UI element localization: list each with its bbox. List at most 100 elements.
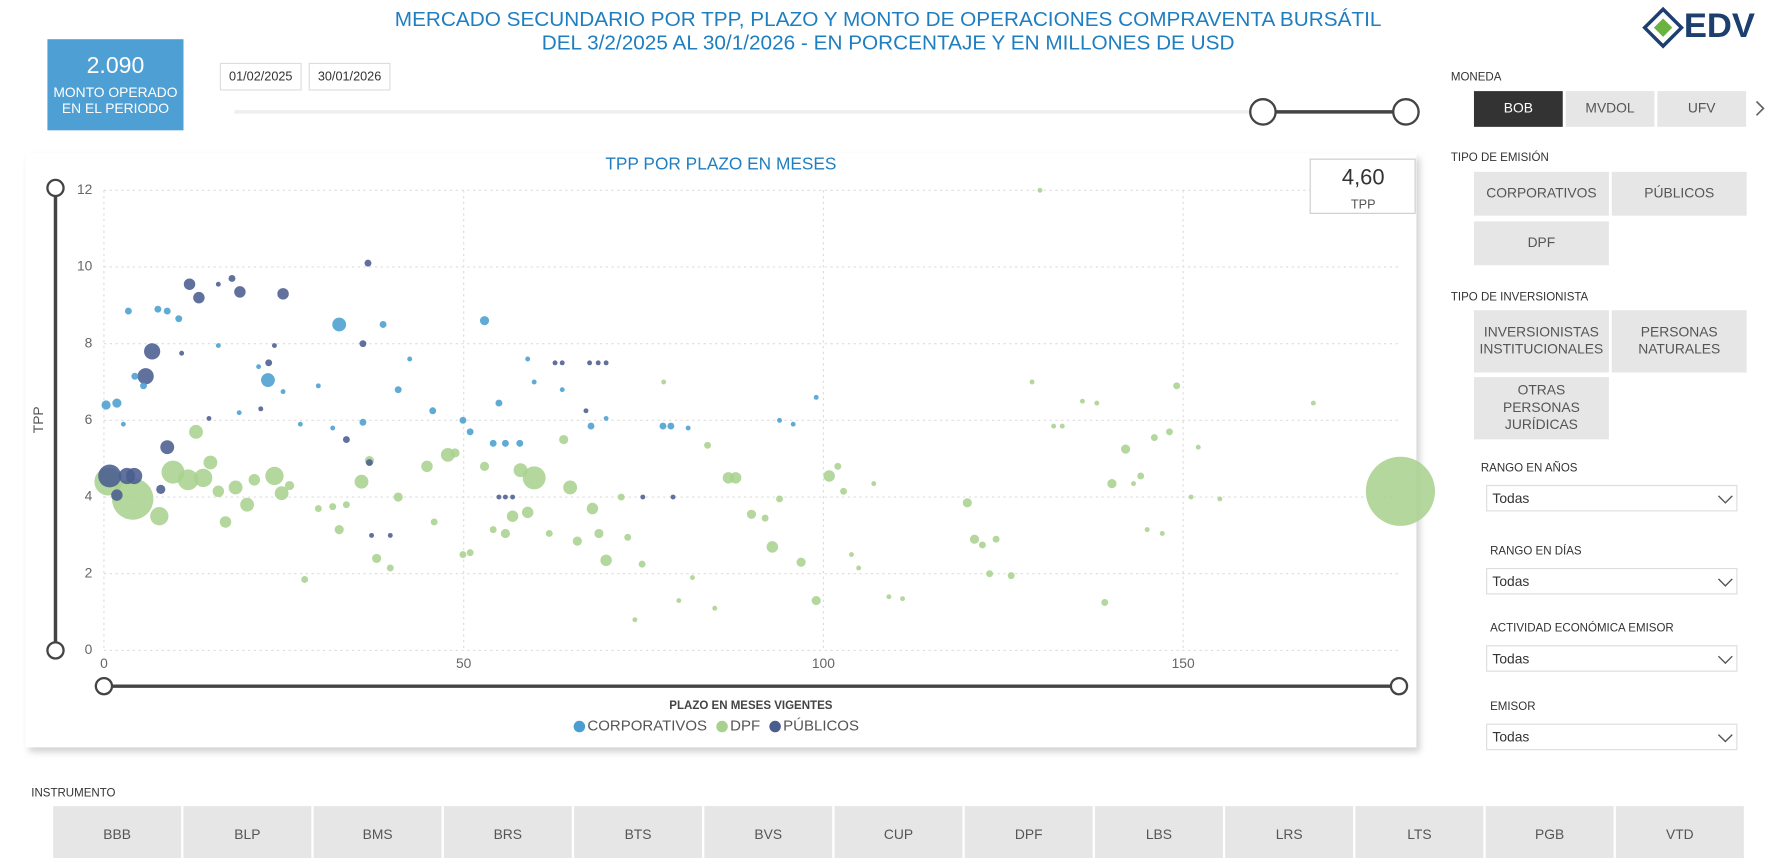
bubble[interactable] — [365, 459, 373, 466]
button-bg[interactable] — [964, 806, 1093, 858]
bubble[interactable] — [1195, 444, 1201, 450]
bubble[interactable] — [131, 372, 139, 380]
bubble[interactable] — [587, 360, 593, 366]
bubble[interactable] — [144, 343, 161, 360]
bubble[interactable] — [777, 417, 782, 423]
bubble[interactable] — [516, 439, 524, 447]
bubble[interactable] — [502, 494, 508, 500]
bubble[interactable] — [632, 617, 638, 623]
bubble[interactable] — [495, 399, 503, 407]
slider-handle[interactable] — [94, 676, 114, 696]
bubble[interactable] — [594, 528, 604, 539]
button-bg[interactable] — [1473, 91, 1563, 127]
bubble[interactable] — [450, 448, 460, 458]
bubble[interactable] — [489, 526, 497, 534]
button-bg[interactable] — [1565, 91, 1655, 127]
bubble[interactable] — [840, 487, 848, 495]
bubble[interactable] — [215, 281, 221, 287]
bubble[interactable] — [1037, 187, 1043, 193]
bubble[interactable] — [203, 455, 218, 470]
filter-button[interactable]: PGB — [1485, 806, 1614, 858]
bubble[interactable] — [248, 474, 261, 486]
bubble[interactable] — [258, 406, 264, 412]
bubble[interactable] — [140, 382, 147, 390]
bubble[interactable] — [640, 494, 646, 500]
bubble[interactable] — [545, 530, 553, 537]
bubble[interactable] — [314, 505, 322, 513]
bubble[interactable] — [219, 516, 232, 528]
bubble[interactable] — [811, 595, 821, 606]
bubble[interactable] — [332, 317, 347, 332]
bubble[interactable] — [120, 421, 126, 427]
slider-handle[interactable] — [1389, 676, 1409, 696]
bubble[interactable] — [387, 532, 393, 538]
bubble[interactable] — [552, 360, 558, 366]
dropdown[interactable] — [1486, 484, 1738, 512]
bubble[interactable] — [394, 386, 402, 394]
bubble[interactable] — [871, 481, 877, 487]
bubble[interactable] — [301, 576, 309, 583]
filter-button[interactable]: CORPORATIVOS — [1473, 171, 1609, 216]
bubble[interactable] — [796, 557, 806, 567]
button-bg[interactable] — [1473, 377, 1609, 440]
bubble[interactable] — [563, 480, 578, 495]
button-bg[interactable] — [1611, 310, 1747, 373]
button-bg[interactable] — [1615, 806, 1744, 858]
bubble[interactable] — [496, 494, 502, 500]
button-bg[interactable] — [1225, 806, 1354, 858]
bubble[interactable] — [459, 416, 467, 424]
bubble[interactable] — [659, 422, 667, 430]
bubble[interactable] — [156, 484, 166, 494]
bubble[interactable] — [280, 389, 286, 395]
bubble[interactable] — [1094, 400, 1100, 406]
bubble[interactable] — [329, 503, 337, 511]
bubble[interactable] — [522, 466, 546, 490]
bubble[interactable] — [124, 307, 132, 315]
bubble[interactable] — [1107, 479, 1117, 489]
filter-button[interactable]: LBS — [1094, 806, 1223, 858]
bubble[interactable] — [1007, 572, 1015, 580]
bubble[interactable] — [595, 360, 601, 366]
bubble[interactable] — [271, 343, 277, 349]
bubble[interactable] — [150, 507, 169, 526]
bubble[interactable] — [603, 360, 609, 366]
bubble[interactable] — [111, 478, 154, 520]
bubble[interactable] — [813, 394, 819, 400]
bubble[interactable] — [479, 461, 490, 471]
bubble[interactable] — [261, 373, 275, 388]
filter-button[interactable]: LTS — [1355, 806, 1484, 858]
bubble[interactable] — [265, 466, 284, 486]
button-bg[interactable] — [1473, 171, 1609, 216]
button-bg[interactable] — [313, 806, 442, 858]
bubble[interactable] — [766, 541, 779, 553]
bubble[interactable] — [111, 489, 123, 501]
bubble[interactable] — [364, 259, 372, 267]
date-input[interactable] — [308, 62, 391, 91]
bubble[interactable] — [661, 379, 667, 385]
bubble[interactable] — [624, 533, 632, 541]
slider-handle[interactable] — [46, 178, 65, 198]
button-bg[interactable] — [443, 806, 572, 858]
bubble[interactable] — [177, 469, 199, 491]
slider-handle[interactable] — [1249, 98, 1277, 126]
bubble[interactable] — [206, 415, 212, 421]
bubble[interactable] — [978, 541, 986, 549]
bubble[interactable] — [228, 275, 236, 282]
bubble[interactable] — [430, 518, 438, 526]
bubble[interactable] — [175, 315, 183, 323]
button-bg[interactable] — [834, 806, 963, 858]
bubble[interactable] — [101, 400, 111, 410]
bubble[interactable] — [1159, 531, 1165, 536]
bubble[interactable] — [685, 425, 691, 431]
bubble[interactable] — [690, 575, 695, 581]
dropdown[interactable] — [1486, 645, 1738, 672]
bubble[interactable] — [342, 501, 350, 509]
bubble[interactable] — [1029, 379, 1035, 385]
bubble[interactable] — [531, 379, 537, 385]
bubble[interactable] — [189, 424, 203, 439]
bubble[interactable] — [712, 605, 718, 611]
filter-button[interactable]: PÚBLICOS — [1611, 171, 1747, 216]
bubble[interactable] — [240, 497, 255, 512]
bubble[interactable] — [586, 502, 599, 515]
bubble[interactable] — [667, 422, 675, 430]
